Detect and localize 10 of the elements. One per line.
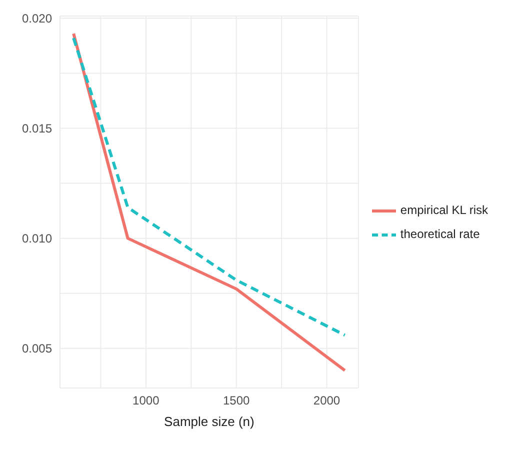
x-tick-label: 1500	[222, 394, 250, 408]
legend-label: theoretical rate	[400, 227, 480, 242]
x-tick-label: 1000	[132, 394, 160, 408]
x-tick-label: 2000	[313, 394, 340, 408]
y-tick-label: 0.005	[22, 342, 52, 356]
y-tick-label: 0.020	[22, 11, 52, 26]
y-tick-label: 0.010	[22, 232, 52, 246]
y-tick-label: 0.015	[22, 122, 52, 136]
legend-label: empirical KL risk	[400, 203, 488, 218]
x-axis-title: Sample size (n)	[164, 414, 254, 429]
